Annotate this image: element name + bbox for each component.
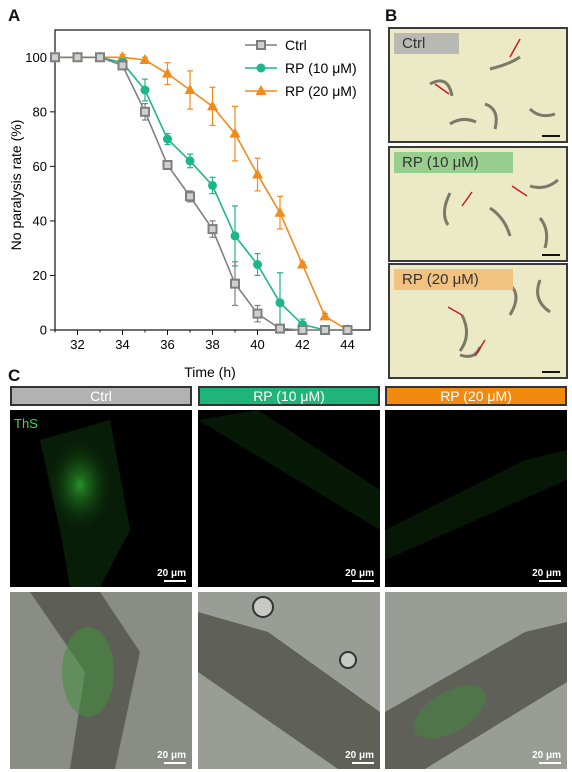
- y-tick-label: 100: [25, 50, 47, 65]
- x-tick-label: 36: [160, 337, 174, 352]
- x-tick-label: 42: [295, 337, 309, 352]
- rp20-data-point: [162, 67, 173, 78]
- ctrl-data-point: [162, 160, 173, 170]
- rp10-data-point: [256, 63, 266, 73]
- scale-bar-label: 20 μm: [532, 568, 561, 579]
- rp20-data-point: [184, 84, 196, 94]
- ctrl-data-point: [117, 60, 128, 71]
- rp20-data-point: [274, 206, 286, 217]
- rp20-data-point: [297, 258, 308, 269]
- scale-bar: [542, 254, 560, 256]
- ths-stain-label: ThS: [14, 416, 38, 431]
- ctrl-data-point: [320, 325, 330, 335]
- merged-image-ctrl: 20 μm: [10, 592, 192, 769]
- scale-bar: [542, 371, 560, 373]
- rp20-data-point: [207, 100, 218, 111]
- ctrl-data-point: [185, 191, 195, 202]
- rp10-data-point: [185, 156, 195, 166]
- scale-bar: [352, 762, 374, 764]
- ths-fluorescence-ctrl: ThS 20 μm: [10, 410, 192, 587]
- scale-bar: [164, 580, 186, 582]
- ths-fluorescence-rp20: 20 μm: [385, 410, 567, 587]
- worm-image-label-rp10: RP (10 μM): [394, 152, 513, 173]
- ths-fluorescence-rp10: 20 μm: [198, 410, 380, 587]
- rp10-data-point: [230, 231, 240, 241]
- ctrl-data-point: [297, 325, 308, 335]
- panel-label-b: B: [385, 6, 398, 25]
- chart-axis-ticks: 32 34 36 38 40 42 44 0 20 40 60 80 100: [25, 50, 354, 352]
- merged-image-rp20: 20 μm: [385, 592, 567, 769]
- chart-y-axis-label: No paralysis rate (%): [8, 120, 24, 251]
- scale-bar: [542, 135, 560, 137]
- chart-series-group: [49, 51, 353, 335]
- x-tick-label: 34: [115, 337, 129, 352]
- ctrl-data-point: [230, 278, 240, 289]
- scale-bar: [164, 762, 186, 764]
- scale-bar-label: 20 μm: [157, 750, 186, 761]
- worm-image-label-rp20: RP (20 μM): [394, 269, 513, 290]
- ctrl-data-point: [256, 40, 266, 50]
- chart-x-axis-label: Time (h): [184, 364, 236, 380]
- scale-bar-label: 20 μm: [532, 750, 561, 761]
- rp10-data-point: [253, 260, 262, 270]
- y-tick-label: 0: [40, 323, 47, 338]
- rp20-data-point: [255, 85, 267, 95]
- worm-image-rp20: RP (20 μM): [388, 263, 568, 379]
- legend-label: Ctrl: [285, 37, 307, 53]
- y-tick-label: 60: [33, 159, 47, 174]
- legend-label: RP (10 μM): [285, 60, 357, 76]
- scale-bar: [539, 580, 561, 582]
- ctrl-data-point: [275, 323, 285, 334]
- rp10-data-point: [275, 298, 285, 308]
- scale-bar-label: 20 μm: [345, 750, 374, 761]
- worm-image-ctrl: Ctrl: [388, 27, 568, 143]
- ctrl-data-point: [140, 106, 150, 117]
- paralysis-line-chart: 32 34 36 38 40 42 44 0 20 40 60 80 100 Ctrl RP (10 μM…: [8, 29, 371, 380]
- rp20-data-point: [139, 54, 151, 64]
- ctrl-data-point: [252, 308, 263, 319]
- scale-bar-label: 20 μm: [157, 568, 186, 579]
- scale-bar: [539, 762, 561, 764]
- series-0: [50, 52, 353, 335]
- ctrl-data-point: [207, 224, 218, 235]
- ctrl-data-point: [72, 52, 83, 63]
- rp20-data-point: [229, 127, 241, 138]
- ctrl-data-point: [95, 52, 105, 63]
- y-tick-label: 20: [33, 268, 47, 283]
- rp10-data-point: [208, 180, 217, 190]
- worm-image-label-ctrl: Ctrl: [394, 33, 460, 54]
- rp20-data-point: [252, 168, 263, 179]
- legend-label: RP (20 μM): [285, 83, 357, 99]
- scale-bar: [352, 580, 374, 582]
- y-tick-label: 40: [33, 213, 47, 228]
- merged-image-rp10: 20 μm: [198, 592, 380, 769]
- x-tick-label: 44: [340, 337, 354, 352]
- scale-bar-label: 20 μm: [345, 568, 374, 579]
- rp20-data-point: [319, 310, 331, 321]
- column-header-rp20: RP (20 μM): [385, 386, 567, 406]
- panel-label-c: C: [8, 366, 21, 385]
- rp10-data-point: [140, 85, 150, 95]
- ctrl-data-point: [342, 325, 353, 335]
- chart-legend: Ctrl RP (10 μM) RP (20 μM): [245, 37, 357, 99]
- y-tick-label: 80: [33, 104, 47, 119]
- rp10-data-point: [163, 134, 172, 144]
- column-header-ctrl: Ctrl: [10, 386, 192, 406]
- x-tick-label: 32: [70, 337, 84, 352]
- x-tick-label: 40: [250, 337, 264, 352]
- x-tick-label: 38: [205, 337, 219, 352]
- worm-image-rp10: RP (10 μM): [388, 146, 568, 262]
- panel-label-a: A: [8, 6, 21, 25]
- column-header-rp10: RP (10 μM): [198, 386, 380, 406]
- ctrl-data-point: [50, 52, 60, 63]
